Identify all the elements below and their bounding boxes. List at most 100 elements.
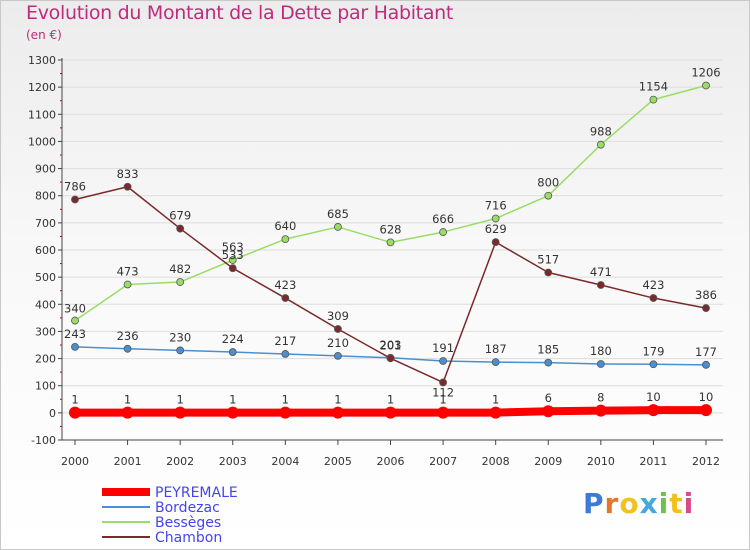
y-tick-label: 600 bbox=[35, 244, 56, 257]
y-tick-label: 400 bbox=[35, 298, 56, 311]
x-tick-label: 2005 bbox=[324, 455, 352, 468]
y-tick-label: 1100 bbox=[28, 108, 56, 121]
data-point bbox=[384, 406, 397, 419]
y-tick-label: 1000 bbox=[28, 135, 56, 148]
data-label: 1 bbox=[492, 393, 499, 407]
x-tick-label: 2004 bbox=[271, 455, 299, 468]
data-point bbox=[700, 404, 712, 417]
logo-letter: x bbox=[639, 487, 659, 520]
data-label: 482 bbox=[169, 262, 191, 276]
data-label: 800 bbox=[537, 176, 559, 190]
data-point bbox=[334, 223, 342, 231]
data-label: 833 bbox=[117, 167, 139, 181]
data-label: 473 bbox=[117, 264, 139, 278]
data-point bbox=[121, 406, 134, 419]
data-labels: 1 1 1 1 1 1 1 1 1 6 8 10 10 243 236 230 224 217 210 203 191 1… bbox=[64, 66, 721, 407]
chart-unit-label: (en €) bbox=[26, 28, 62, 42]
data-point bbox=[69, 406, 81, 419]
logo-letter: o bbox=[619, 487, 640, 520]
y-tick-label: 100 bbox=[35, 380, 56, 393]
y-tick-label: 300 bbox=[35, 325, 56, 338]
y-axis-ticks: -100 0 100 200 300 400 500 600 700 800 900 1000 1100… bbox=[28, 54, 56, 447]
legend-label: Bordezac bbox=[155, 500, 220, 516]
data-label: 685 bbox=[327, 207, 349, 221]
data-label: 679 bbox=[169, 209, 191, 223]
y-tick-label: 200 bbox=[35, 353, 56, 366]
data-point bbox=[596, 281, 605, 289]
data-point bbox=[174, 406, 187, 419]
data-label: 786 bbox=[64, 180, 86, 194]
data-label: 243 bbox=[64, 327, 86, 341]
data-label: 217 bbox=[274, 334, 296, 348]
y-tick-label: 1200 bbox=[28, 81, 56, 94]
data-label: 1 bbox=[334, 393, 341, 407]
data-point bbox=[123, 344, 132, 353]
data-label: 177 bbox=[695, 345, 717, 359]
x-tick-label: 2002 bbox=[166, 455, 194, 468]
data-point bbox=[491, 214, 500, 223]
legend-label: Bessèges bbox=[155, 515, 221, 531]
x-tick-label: 2011 bbox=[639, 455, 667, 468]
data-label: 629 bbox=[485, 222, 507, 236]
data-point bbox=[649, 294, 658, 302]
data-label: 1 bbox=[282, 393, 289, 407]
data-label: 988 bbox=[590, 125, 612, 139]
data-label: 203 bbox=[380, 338, 402, 352]
grid-lines bbox=[62, 59, 723, 441]
data-point bbox=[281, 350, 290, 358]
data-label: 191 bbox=[432, 341, 454, 355]
x-tick-label: 2007 bbox=[429, 455, 457, 468]
data-label: 1 bbox=[124, 393, 131, 407]
series-line-bessèges bbox=[74, 84, 707, 322]
x-tick-label: 2009 bbox=[534, 455, 562, 468]
data-point bbox=[702, 81, 710, 90]
data-point bbox=[647, 404, 660, 417]
data-point bbox=[489, 406, 502, 419]
logo-letter: t bbox=[669, 487, 684, 520]
legend-label: Chambon bbox=[155, 530, 222, 546]
logo-letter: r bbox=[604, 487, 620, 520]
y-tick-label: -100 bbox=[31, 434, 56, 447]
x-tick-label: 2012 bbox=[692, 455, 720, 468]
data-label: 309 bbox=[327, 309, 349, 323]
data-label: 666 bbox=[432, 212, 454, 226]
data-point bbox=[386, 354, 395, 363]
data-label: 640 bbox=[274, 219, 296, 233]
data-point bbox=[386, 238, 395, 247]
data-label: 179 bbox=[642, 344, 664, 358]
proxiti-logo: Proxiti bbox=[583, 487, 694, 520]
data-label: 210 bbox=[327, 336, 349, 350]
data-point bbox=[544, 268, 553, 277]
data-point bbox=[176, 346, 185, 355]
x-tick-label: 2003 bbox=[219, 455, 247, 468]
data-point bbox=[71, 342, 79, 351]
y-tick-label: 500 bbox=[35, 271, 56, 284]
x-tick-label: 2010 bbox=[587, 455, 615, 468]
data-label: 563 bbox=[222, 240, 244, 254]
data-label: 1 bbox=[387, 393, 394, 407]
data-point bbox=[596, 360, 605, 368]
data-point bbox=[596, 140, 605, 149]
data-point bbox=[123, 182, 132, 191]
data-point bbox=[228, 256, 237, 264]
data-label: 185 bbox=[537, 343, 559, 357]
data-label: 1 bbox=[71, 393, 78, 407]
x-tick-label: 2001 bbox=[114, 455, 142, 468]
data-point bbox=[176, 224, 185, 233]
data-label: 236 bbox=[117, 329, 139, 343]
data-point bbox=[334, 351, 342, 360]
data-label: 716 bbox=[485, 199, 507, 213]
logo-letter: i bbox=[658, 487, 670, 520]
data-point bbox=[331, 406, 344, 419]
data-label: 517 bbox=[537, 253, 559, 267]
data-label: 1 bbox=[439, 393, 446, 407]
data-point bbox=[228, 264, 237, 273]
data-point bbox=[226, 406, 239, 419]
data-point bbox=[437, 406, 450, 419]
data-label: 471 bbox=[590, 265, 612, 279]
series-group bbox=[69, 81, 712, 419]
data-label: 423 bbox=[642, 278, 664, 292]
data-label: 533 bbox=[222, 248, 244, 262]
